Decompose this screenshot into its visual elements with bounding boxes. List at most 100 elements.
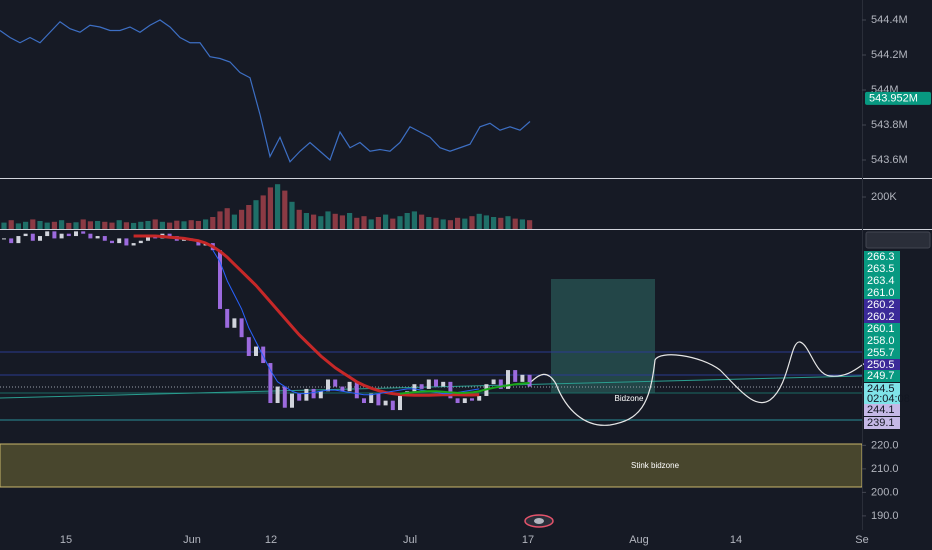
volume-bar — [469, 216, 475, 229]
volume-bar — [123, 222, 129, 229]
volume-bar — [361, 216, 367, 229]
volume-bar — [66, 222, 72, 229]
candle — [311, 388, 316, 399]
volume-bar — [339, 215, 345, 229]
volume-bar — [195, 221, 201, 229]
volume-bar — [462, 218, 468, 229]
volume-bar — [433, 217, 439, 229]
price-badge-label: 239.1 — [867, 417, 895, 429]
price-badge — [864, 359, 900, 371]
volume-bar — [1, 222, 7, 229]
x-tick-label: Se — [855, 534, 868, 546]
candle — [16, 236, 21, 244]
volume-bar — [181, 221, 187, 229]
candle — [354, 381, 359, 399]
candle — [477, 395, 482, 401]
candle — [88, 233, 93, 239]
x-tick-label: Aug — [629, 534, 649, 546]
volume-bar — [419, 214, 425, 229]
candle — [290, 393, 294, 408]
price-badge-label: 263.5 — [867, 263, 895, 275]
volume-bar — [383, 214, 389, 229]
volume-bar — [159, 221, 165, 229]
candle — [455, 398, 460, 404]
volume-bar — [15, 223, 21, 229]
volume-bar — [145, 221, 151, 229]
candle — [38, 236, 42, 241]
candle — [527, 374, 532, 387]
candle — [59, 233, 64, 239]
zone-label: Stink bidzone — [631, 461, 680, 470]
candle — [398, 395, 402, 411]
price-badge — [864, 335, 900, 347]
candle — [218, 250, 222, 309]
y-tick-label: 220.0 — [871, 439, 899, 451]
candle — [23, 233, 28, 237]
candle — [225, 308, 230, 328]
volume-bar — [325, 211, 331, 229]
volume-bar — [491, 217, 497, 229]
candle — [297, 393, 302, 401]
volume-bar — [505, 216, 511, 229]
moving-average — [133, 234, 480, 397]
volume-bar — [426, 217, 432, 229]
y-tick-label: 544.4M — [871, 14, 908, 26]
y-tick-label: 190.0 — [871, 510, 899, 522]
volume-bar — [224, 208, 230, 229]
candle — [491, 379, 496, 385]
candle — [232, 318, 237, 328]
price-badge-label: 266.3 — [867, 251, 895, 263]
candle — [412, 384, 417, 392]
volume-bar — [267, 187, 273, 229]
volume-bar — [73, 222, 79, 229]
candle — [318, 391, 323, 399]
stink-bidzone-box — [0, 443, 863, 488]
volume-bar — [109, 222, 115, 229]
volume-bar — [59, 220, 65, 229]
price-badge-label: 249.7 — [867, 370, 895, 382]
price-badge-label: 260.2 — [867, 299, 895, 311]
volume-bar — [51, 221, 57, 229]
price-badge — [864, 299, 900, 311]
price-badge — [864, 251, 900, 263]
countdown: 02:04:08 — [867, 393, 910, 405]
candle — [390, 400, 395, 411]
volume-bar — [102, 221, 108, 229]
volume-bar — [332, 213, 338, 229]
moving-average — [399, 382, 530, 395]
last-value-label: 543.952M — [869, 92, 918, 104]
candle — [196, 240, 201, 246]
price-badge-label: 261.0 — [867, 287, 895, 299]
y-tick-label: 544.2M — [871, 49, 908, 61]
indicator-line — [0, 19, 531, 163]
volume-bar — [303, 213, 309, 229]
candle — [520, 374, 525, 382]
bidzone-box — [551, 279, 655, 393]
candle — [441, 381, 446, 387]
volume-bar — [483, 215, 489, 229]
candle — [81, 231, 86, 234]
candle — [124, 238, 129, 246]
price-badge-label: 263.4 — [867, 275, 895, 287]
volume-bar — [455, 217, 461, 229]
projection-path — [527, 341, 871, 426]
candle — [376, 393, 381, 406]
volume-bar — [131, 222, 137, 229]
candle — [66, 233, 71, 237]
price-badge — [864, 323, 900, 335]
volume-bar — [347, 213, 353, 229]
volume-bar — [217, 211, 223, 229]
candle — [419, 384, 424, 389]
volume-bar — [527, 220, 533, 229]
candle — [268, 363, 273, 404]
volume-bar — [519, 219, 525, 229]
candle — [434, 379, 438, 387]
price-badge — [864, 275, 900, 287]
candle — [117, 238, 122, 244]
volume-bar — [368, 219, 374, 229]
candle — [131, 243, 136, 246]
volume-bar — [498, 217, 504, 229]
volume-bar — [95, 221, 101, 229]
y-tick-label: 543.8M — [871, 119, 908, 131]
